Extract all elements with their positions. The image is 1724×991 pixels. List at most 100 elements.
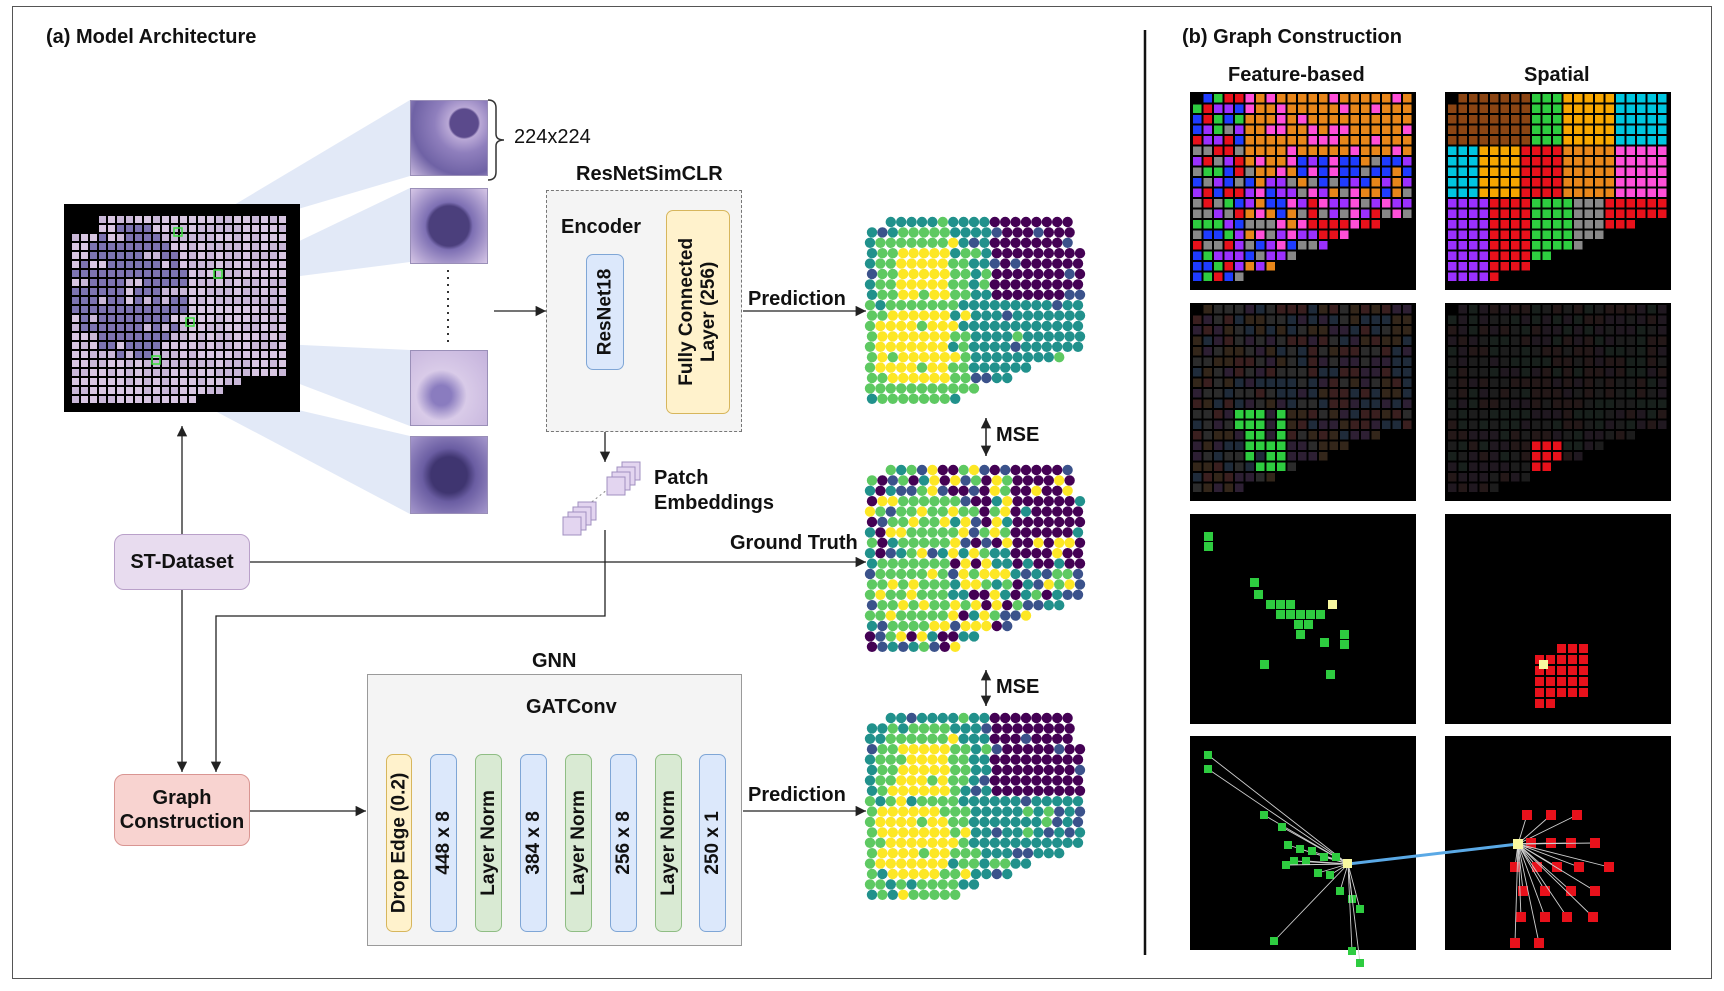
grid-spot bbox=[1329, 125, 1338, 134]
grid-spot bbox=[1521, 399, 1530, 408]
slide-spot bbox=[72, 279, 79, 286]
spot bbox=[939, 558, 950, 569]
grid-spot bbox=[1382, 410, 1391, 419]
spot bbox=[1043, 558, 1055, 569]
spot bbox=[991, 600, 1002, 611]
spot bbox=[1031, 506, 1042, 517]
grid-spot bbox=[1245, 378, 1254, 387]
slide-spot bbox=[198, 360, 205, 367]
slide-spot bbox=[108, 243, 115, 250]
spot bbox=[887, 248, 898, 259]
cross-graph-link bbox=[1347, 842, 1519, 866]
slide-spot bbox=[180, 315, 187, 322]
slide-spot bbox=[180, 351, 187, 358]
grid-spot bbox=[1553, 241, 1562, 250]
grid-spot bbox=[1214, 272, 1223, 281]
grid-spot bbox=[1235, 272, 1244, 281]
grid-spot bbox=[1563, 104, 1572, 113]
spot bbox=[1022, 289, 1034, 300]
grid-spot bbox=[1448, 420, 1457, 429]
spot bbox=[906, 796, 917, 807]
grid-spot bbox=[1287, 462, 1296, 471]
spot bbox=[960, 248, 971, 259]
spot bbox=[1010, 320, 1021, 332]
spot bbox=[1062, 589, 1073, 600]
spot bbox=[906, 506, 917, 517]
grid-spot bbox=[1595, 136, 1604, 145]
grid-spot bbox=[1658, 125, 1667, 134]
grid-spot bbox=[1490, 178, 1499, 187]
grid-spot bbox=[1203, 410, 1212, 419]
spot bbox=[1000, 300, 1011, 311]
spot bbox=[906, 383, 917, 394]
spot bbox=[898, 806, 909, 817]
spot bbox=[877, 516, 888, 528]
spot-map-1 bbox=[864, 216, 1086, 404]
spot bbox=[1072, 796, 1084, 807]
grid-spot bbox=[1532, 368, 1541, 377]
spot bbox=[896, 733, 907, 744]
spot bbox=[958, 796, 969, 807]
grid-spot bbox=[1532, 431, 1541, 440]
grid-spot bbox=[1458, 209, 1467, 218]
grid-spot bbox=[1361, 336, 1370, 345]
spot bbox=[1062, 527, 1073, 538]
spot bbox=[908, 620, 919, 632]
grid-spot bbox=[1584, 410, 1593, 419]
spot bbox=[950, 537, 961, 548]
slide-spot bbox=[135, 252, 142, 259]
grid-spot bbox=[1382, 368, 1391, 377]
spot bbox=[991, 516, 1002, 528]
slide-spot bbox=[252, 324, 259, 331]
grid-spot bbox=[1361, 115, 1370, 124]
spot bbox=[877, 827, 888, 838]
spot bbox=[968, 527, 980, 538]
grid-spot bbox=[1479, 410, 1488, 419]
spot bbox=[1022, 558, 1034, 569]
spot bbox=[927, 341, 938, 352]
grid-spot bbox=[1277, 209, 1286, 218]
spot bbox=[1000, 712, 1011, 724]
gnn-gatconv-2: 384 x 8 bbox=[520, 754, 547, 932]
spot bbox=[885, 796, 896, 807]
grid-spot bbox=[1361, 368, 1370, 377]
spot bbox=[875, 589, 886, 600]
grid-spot bbox=[1392, 315, 1401, 324]
grid-spot bbox=[1563, 136, 1572, 145]
spot bbox=[948, 837, 959, 848]
grid-spot bbox=[1245, 441, 1254, 450]
spot bbox=[918, 372, 930, 384]
grid-spot bbox=[1490, 115, 1499, 124]
grid-spot bbox=[1605, 326, 1614, 335]
grid-spot bbox=[1500, 378, 1509, 387]
grid-spot bbox=[1490, 452, 1499, 461]
feature-node bbox=[1308, 847, 1316, 855]
grid-spot bbox=[1214, 420, 1223, 429]
grid-spot bbox=[1616, 315, 1625, 324]
grid-spot bbox=[1532, 452, 1541, 461]
slide-spot bbox=[180, 234, 187, 241]
grid-spot bbox=[1403, 167, 1412, 176]
grid-spot bbox=[1382, 94, 1391, 103]
spot bbox=[898, 868, 909, 880]
spot bbox=[950, 579, 961, 590]
grid-spot bbox=[1319, 420, 1328, 429]
grid-spot bbox=[1658, 315, 1667, 324]
grid-spot bbox=[1382, 136, 1391, 145]
spot bbox=[927, 464, 938, 476]
slide-spot bbox=[216, 369, 223, 376]
spot bbox=[960, 268, 971, 280]
slide-spot bbox=[198, 234, 205, 241]
grid-spot bbox=[1361, 326, 1370, 335]
spot bbox=[1010, 216, 1021, 228]
grid-spot bbox=[1626, 220, 1635, 229]
grid-spot bbox=[1224, 241, 1233, 250]
spot bbox=[887, 352, 898, 363]
slide-spot bbox=[153, 315, 160, 322]
slide-spot bbox=[216, 270, 223, 277]
grid-spot bbox=[1382, 378, 1391, 387]
spot bbox=[1062, 320, 1073, 332]
grid-spot bbox=[1584, 230, 1593, 239]
grid-spot bbox=[1256, 251, 1265, 260]
grid-spot bbox=[1605, 315, 1614, 324]
